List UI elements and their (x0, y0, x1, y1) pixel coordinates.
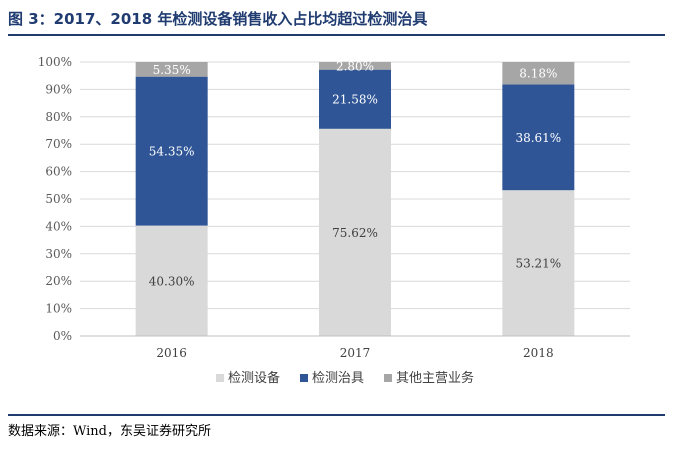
axes: 0% 10% 20% 30% 40% 50% 60% 70% 80% 90% 100% 2016 201… (38, 55, 630, 360)
data-label: 2.80% (336, 59, 374, 73)
bar-segment (135, 76, 208, 226)
y-tick-label: 100% (38, 55, 72, 69)
bars: 40.30% 54.35% 5.35% 75.62% 21.58% 2.80% 53.21%… (135, 59, 575, 336)
title-rule (8, 34, 665, 36)
x-tick-label: 2017 (340, 346, 371, 360)
data-label: 40.30% (149, 274, 195, 288)
legend-label: 检测治具 (312, 371, 364, 386)
legend-swatch (384, 374, 392, 382)
y-tick-label: 20% (45, 274, 72, 288)
y-tick-label: 80% (45, 110, 72, 124)
bar-segment (319, 62, 391, 70)
stacked-bar-chart: 40.30% 54.35% 5.35% 75.62% 21.58% 2.80% 53.21%… (38, 55, 630, 386)
data-label: 53.21% (515, 257, 561, 271)
bar-segment (502, 84, 575, 191)
bar-segment (502, 62, 575, 85)
y-tick-label: 10% (45, 302, 72, 316)
data-label: 54.35% (149, 145, 195, 159)
y-tick-label: 90% (45, 82, 72, 96)
source-rule (8, 414, 665, 416)
bar-segment (135, 225, 208, 336)
legend: 检测设备 检测治具 其他主营业务 (216, 370, 474, 386)
data-label: 5.35% (153, 63, 191, 77)
source-note: 数据来源：Wind，东吴证券研究所 (8, 424, 211, 439)
y-tick-label: 40% (45, 219, 72, 233)
legend-swatch (300, 374, 308, 382)
data-label: 21.58% (332, 93, 378, 107)
data-label: 75.62% (332, 226, 378, 240)
bar-segment (502, 190, 575, 336)
legend-swatch (216, 374, 224, 382)
y-tick-label: 30% (45, 247, 72, 261)
y-tick-label: 50% (45, 192, 72, 206)
x-tick-label: 2018 (523, 346, 554, 360)
bar-segment (135, 62, 208, 77)
bar-segment (319, 69, 391, 129)
y-tick-label: 0% (53, 329, 72, 343)
figure-title: 图 3：2017、2018 年检测设备销售收入占比均超过检测治具 (8, 10, 428, 28)
data-label: 38.61% (515, 131, 561, 145)
legend-label: 其他主营业务 (396, 370, 474, 386)
y-tick-label: 70% (45, 137, 72, 151)
x-tick-label: 2016 (156, 346, 187, 360)
bar-segment (319, 128, 391, 336)
y-tick-label: 60% (45, 165, 72, 179)
legend-label: 检测设备 (228, 370, 280, 386)
data-label: 8.18% (519, 67, 557, 81)
